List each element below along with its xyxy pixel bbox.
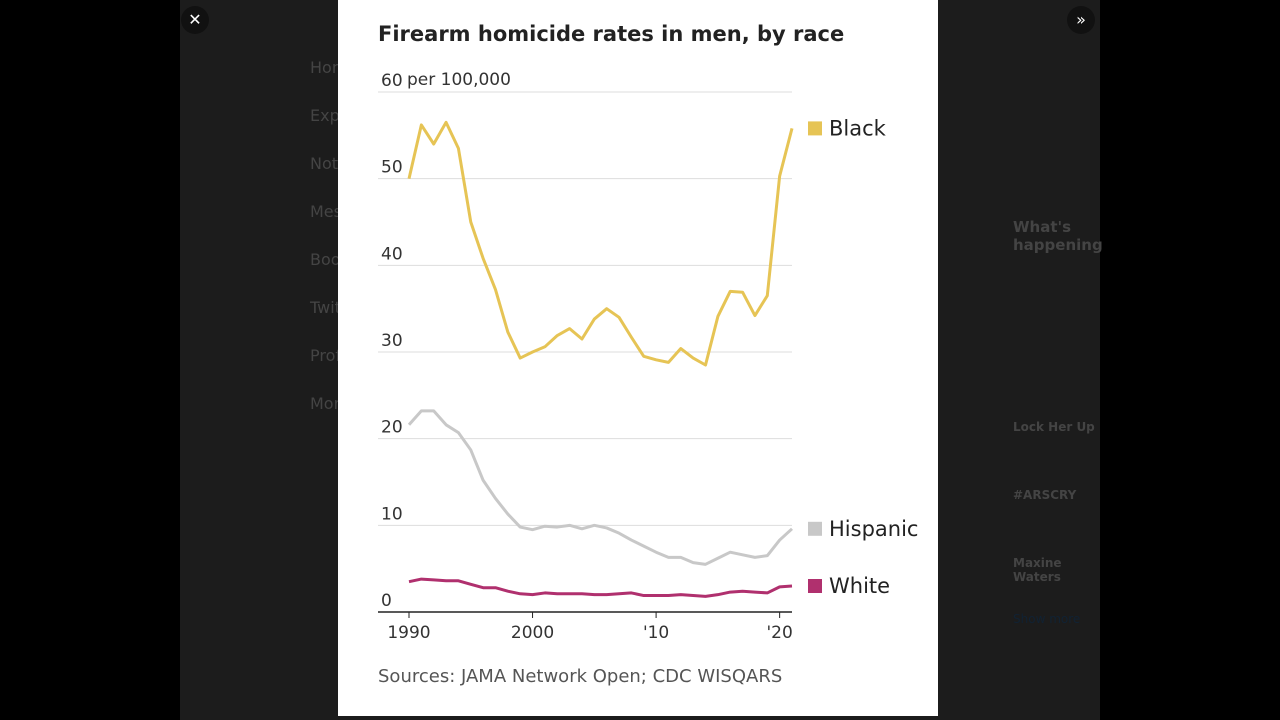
chart: Firearm homicide rates in men, by race p… [338,0,938,716]
y-tick-label: 30 [381,331,403,351]
sidebar-heading: What's happening [1013,218,1103,254]
y-tick-label: 60 [381,71,403,91]
x-tick-label: 2000 [511,623,554,643]
trend[interactable]: Maxine Waters [1013,556,1062,584]
x-tick-label: 1990 [387,623,430,643]
series-line [408,577,793,598]
legend-swatch [808,579,822,593]
chart-title: Firearm homicide rates in men, by race [378,22,844,46]
x-tick-label: '10 [643,623,669,643]
source: Sources: JAMA Network Open; CDC WISQARS [378,666,782,687]
trend[interactable]: Lock Her Up [1013,420,1095,434]
expand-button[interactable]: » [1067,6,1095,34]
y-unit: per 100,000 [407,70,511,90]
trend[interactable]: #ARSCRY [1013,488,1077,502]
y-tick-label: 0 [381,591,392,611]
y-tick-label: 20 [381,418,403,438]
legend-label: Black [829,116,887,140]
show-more[interactable]: Show more [1013,612,1081,626]
close-button[interactable]: ✕ [181,6,209,34]
legend-label: Hispanic [829,517,918,541]
legend-swatch [808,521,822,536]
y-tick-label: 10 [381,504,403,524]
x-tick-label: '20 [766,623,792,643]
chart-background [338,0,938,716]
legend-label: White [829,574,890,598]
y-tick-label: 50 [381,158,403,178]
series-line [407,409,794,566]
y-tick-label: 40 [381,244,403,264]
series-line [407,120,794,367]
legend-swatch [808,121,822,136]
